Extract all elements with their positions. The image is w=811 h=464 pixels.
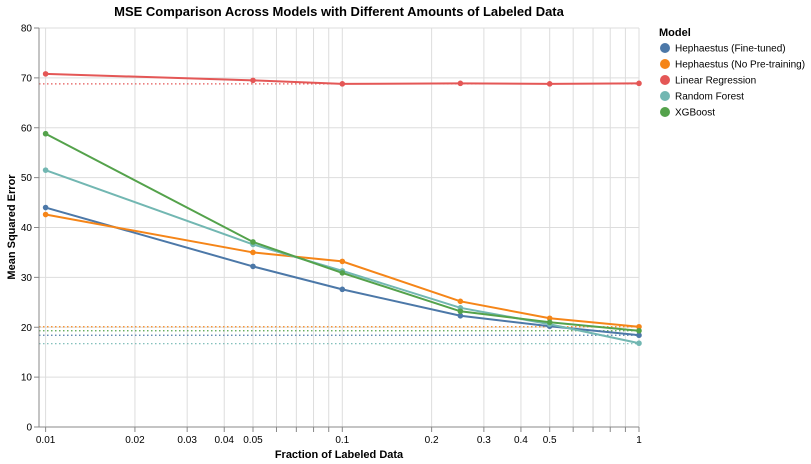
data-point-xgboost <box>546 319 553 326</box>
data-point-hephaestus-fine-tuned <box>339 286 346 293</box>
x-tick-label: 0.1 <box>335 435 349 446</box>
x-tick-label: 0.03 <box>177 435 197 446</box>
data-point-linear-regression <box>457 80 464 87</box>
data-point-xgboost <box>636 327 642 334</box>
chart-title: MSE Comparison Across Models with Differ… <box>114 4 565 19</box>
gridlines <box>39 27 640 428</box>
x-tick-label: 0.02 <box>125 435 145 446</box>
y-axis-title: Mean Squared Error <box>6 174 18 280</box>
legend-label: Random Forest <box>675 92 744 103</box>
x-tick-label: 0.2 <box>425 435 439 446</box>
data-point-xgboost <box>250 239 256 245</box>
y-tick-label: 10 <box>21 373 33 384</box>
y-tick-label: 20 <box>21 323 33 334</box>
x-tick-label: 0.04 <box>215 435 235 446</box>
legend-swatch <box>660 75 670 85</box>
legend: Model Hephaestus (Fine-tuned) Hephaestus … <box>659 27 805 119</box>
data-point-hephaestus-no-pre-training <box>250 249 256 256</box>
series-line-xgboost <box>45 132 640 332</box>
data-point-hephaestus-no-pre-training <box>636 323 642 330</box>
data-point-linear-regression <box>42 71 49 77</box>
y-tick-label: 0 <box>26 423 32 434</box>
data-point-linear-regression <box>546 81 553 87</box>
data-point-xgboost <box>457 308 464 315</box>
data-point-hephaestus-no-pre-training <box>339 258 346 265</box>
series-lines <box>45 72 640 345</box>
baseline-lines <box>39 83 639 345</box>
data-point-linear-regression <box>339 81 346 87</box>
data-point-hephaestus-fine-tuned <box>636 332 642 339</box>
legend-swatch <box>660 91 670 101</box>
data-point-hephaestus-no-pre-training <box>457 298 464 305</box>
series-line-linear-regression <box>45 72 640 85</box>
x-tick-label: 0.05 <box>243 435 263 446</box>
data-point-linear-regression <box>250 77 256 84</box>
data-point-random-forest <box>42 167 49 173</box>
data-point-xgboost <box>42 130 49 137</box>
data-point-hephaestus-fine-tuned <box>42 204 49 211</box>
data-point-random-forest <box>636 340 642 347</box>
legend-label: Hephaestus (Fine-tuned) <box>675 44 786 55</box>
legend-label: Hephaestus (No Pre-training) <box>675 60 805 71</box>
y-tick-label: 80 <box>21 24 33 35</box>
x-tick-label: 0.5 <box>543 435 557 446</box>
legend-title: Model <box>659 27 691 39</box>
data-points <box>42 71 642 347</box>
x-tick-label: 0.3 <box>477 435 491 446</box>
x-tick-label: 0.4 <box>514 435 528 446</box>
data-point-linear-regression <box>636 80 642 87</box>
legend-swatch <box>660 107 670 117</box>
data-point-hephaestus-no-pre-training <box>546 315 553 322</box>
x-tick-label: 0.01 <box>36 435 56 446</box>
y-tick-label: 70 <box>21 73 33 84</box>
x-axis-title: Fraction of Labeled Data <box>275 449 404 461</box>
y-tick-label: 60 <box>21 123 33 134</box>
y-tick-label: 50 <box>21 173 33 184</box>
legend-label: XGBoost <box>675 108 715 119</box>
axes: 0 10 20 30 40 50 60 70 80 0.01 0.02 0.03 0.04 0.05 0.1… <box>21 24 642 447</box>
data-point-xgboost <box>339 270 346 276</box>
data-point-hephaestus-no-pre-training <box>42 211 49 218</box>
legend-swatch <box>660 59 670 69</box>
legend-label: Linear Regression <box>675 76 756 87</box>
y-tick-label: 30 <box>21 273 33 284</box>
y-tick-label: 40 <box>21 223 33 234</box>
legend-swatch <box>660 43 670 53</box>
series-line-hephaestus-no-pre-training <box>45 213 640 328</box>
series-line-random-forest <box>45 169 640 345</box>
data-point-hephaestus-fine-tuned <box>457 312 464 319</box>
data-point-hephaestus-fine-tuned <box>250 263 256 270</box>
x-tick-label: 1 <box>636 435 642 446</box>
